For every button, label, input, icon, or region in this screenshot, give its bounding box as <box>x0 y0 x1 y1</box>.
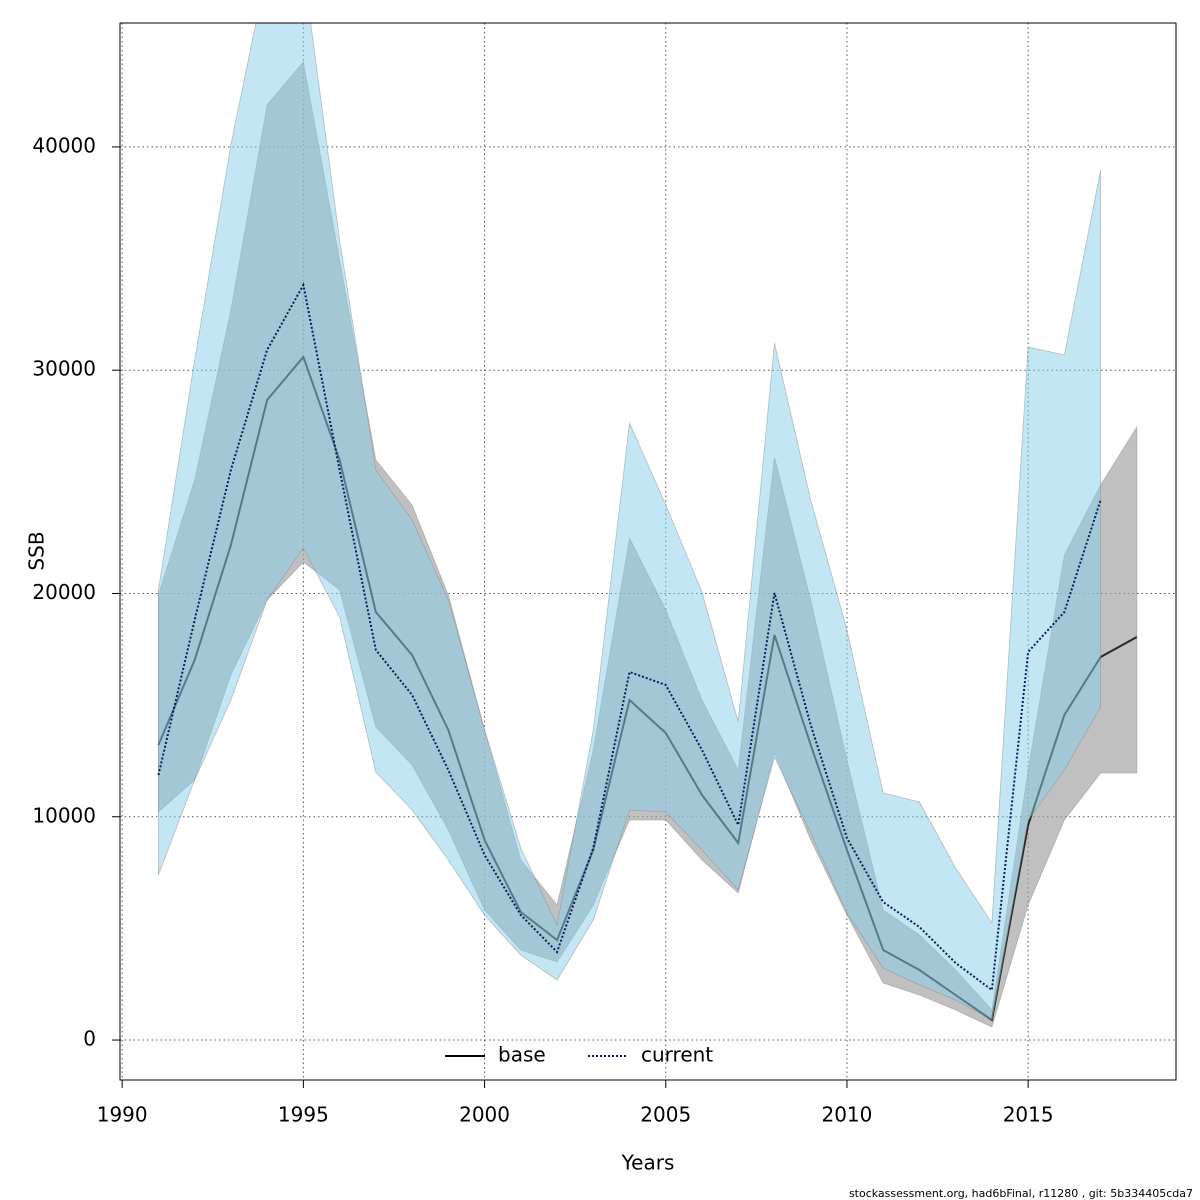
x-tick-label: 2000 <box>459 1103 510 1127</box>
confidence-band <box>158 23 1102 1021</box>
legend-label: current <box>641 1043 713 1067</box>
y-tick-label: 0 <box>83 1027 96 1051</box>
footnote: stockassessment.org, had6bFinal, r11280 … <box>849 1187 1193 1200</box>
series-line <box>157 282 1102 992</box>
x-tick-label: 1990 <box>97 1103 148 1127</box>
y-tick-label: 30000 <box>32 357 96 381</box>
x-tick-label: 2005 <box>640 1103 691 1127</box>
x-axis-label: Years <box>621 1151 675 1175</box>
x-tick-label: 2010 <box>821 1103 872 1127</box>
plot-area <box>120 23 1176 1080</box>
y-axis-label: SSB <box>25 531 49 570</box>
legend-label: base <box>498 1043 546 1067</box>
x-tick-label: 2015 <box>1003 1103 1054 1127</box>
y-tick-label: 20000 <box>32 580 96 604</box>
y-tick-label: 10000 <box>32 803 96 827</box>
y-tick-label: 40000 <box>32 133 96 157</box>
x-tick-label: 1995 <box>278 1103 329 1127</box>
